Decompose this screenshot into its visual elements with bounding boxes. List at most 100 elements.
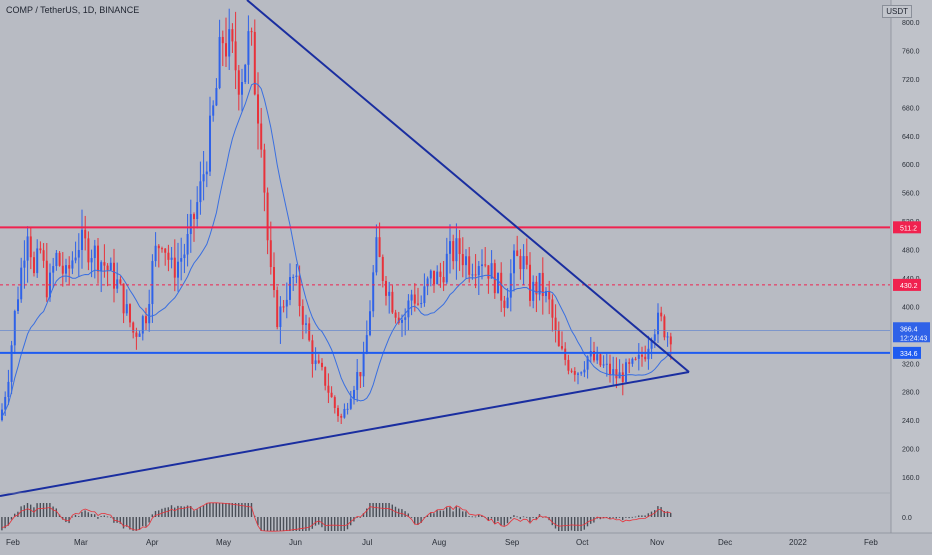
candle-body xyxy=(573,371,576,375)
horizontal-levels xyxy=(0,226,890,354)
histogram-bar xyxy=(4,517,6,529)
candle-body xyxy=(653,334,656,341)
candle-body xyxy=(87,238,90,263)
candle-body xyxy=(231,29,234,42)
histogram-bar xyxy=(14,513,16,517)
histogram-bar xyxy=(286,517,288,531)
time-tick-label: 2022 xyxy=(789,538,807,547)
candle-body xyxy=(445,253,448,283)
histogram-bar xyxy=(442,510,445,517)
histogram-bar xyxy=(202,505,205,517)
ascending-trendline[interactable] xyxy=(0,371,690,497)
candle-body xyxy=(1,409,3,421)
histogram-bar xyxy=(513,515,515,517)
candle-body xyxy=(269,240,272,268)
candle-body xyxy=(471,274,474,276)
descending-trendline[interactable] xyxy=(246,0,690,373)
histogram-bar xyxy=(23,505,25,517)
histogram-bar xyxy=(503,517,505,526)
histogram-bar xyxy=(545,516,547,518)
candle-body xyxy=(506,297,509,308)
histogram-bar xyxy=(561,517,563,531)
candle-body xyxy=(202,174,205,182)
histogram-bar xyxy=(36,503,38,517)
candle-body xyxy=(356,372,359,390)
histogram-bar xyxy=(497,517,499,521)
candle-body xyxy=(439,271,442,277)
histogram-bar xyxy=(151,514,153,517)
histogram-bar xyxy=(289,517,291,531)
histogram-bar xyxy=(455,506,457,517)
histogram-bar xyxy=(135,517,137,531)
countdown-badge: 12:24:43 xyxy=(900,335,927,342)
time-tick-label: Apr xyxy=(146,538,159,547)
candle-body xyxy=(583,369,586,373)
histogram-bar xyxy=(94,514,96,517)
time-tick-label: Sep xyxy=(505,538,520,547)
candle-body xyxy=(497,272,499,294)
candle-body xyxy=(625,362,627,382)
candle-body xyxy=(161,248,163,250)
candle-body xyxy=(340,416,343,418)
time-tick-label: Jul xyxy=(362,538,372,547)
histogram-bar xyxy=(657,506,659,517)
candle-body xyxy=(362,353,365,377)
histogram-bar xyxy=(526,516,528,518)
candle-body xyxy=(276,290,279,328)
candle-body xyxy=(164,248,167,253)
histogram-bar xyxy=(471,516,473,518)
candle-body xyxy=(596,354,599,361)
candle-body xyxy=(90,258,93,263)
candle-body xyxy=(221,36,224,44)
candle-body xyxy=(84,229,87,239)
candle-body xyxy=(74,257,77,261)
histogram-bar xyxy=(119,517,121,524)
histogram-bar xyxy=(110,516,112,518)
histogram-bar xyxy=(154,510,157,517)
candle-body xyxy=(199,181,202,203)
histogram-bar xyxy=(596,517,598,519)
candle-body xyxy=(314,360,317,364)
histogram-bar xyxy=(465,511,467,517)
histogram-bar xyxy=(446,507,448,517)
histogram-bar xyxy=(474,516,477,518)
candle-body xyxy=(215,88,218,106)
candle-body xyxy=(77,249,80,258)
histogram-bar xyxy=(494,517,496,524)
histogram-bar xyxy=(650,511,653,517)
candle-body xyxy=(148,304,151,324)
candle-body xyxy=(634,358,637,360)
candle-body xyxy=(509,273,512,298)
candle-body xyxy=(10,345,13,382)
histogram-bar xyxy=(17,511,19,517)
candle-body xyxy=(292,276,295,278)
time-axis: Feb Mar Apr May Jun Jul Aug Sep Oct Nov Dec 2022 Feb xyxy=(0,532,932,547)
histogram-bar xyxy=(266,517,269,531)
candle-body xyxy=(378,237,381,257)
resistance-badge: 511.2 xyxy=(900,225,917,232)
candle-body xyxy=(330,392,333,398)
histogram-bar xyxy=(215,503,217,517)
candle-body xyxy=(109,262,112,271)
candle-body xyxy=(20,267,23,300)
histogram-bar xyxy=(81,511,83,517)
signal-line xyxy=(1,502,671,532)
dashed-level-badge: 430.2 xyxy=(900,283,918,290)
histogram-bar xyxy=(417,517,419,525)
histogram-bar xyxy=(1,517,3,531)
candle-body xyxy=(29,236,32,258)
histogram-bar xyxy=(199,507,201,517)
histogram-bar xyxy=(414,517,416,525)
histogram-bar xyxy=(410,517,413,518)
candle-body xyxy=(279,306,282,328)
price-tick-label: 720.0 xyxy=(902,77,920,84)
histogram-bar xyxy=(343,517,345,531)
histogram-bar xyxy=(74,514,77,517)
candle-body xyxy=(305,323,307,325)
candle-body xyxy=(26,236,29,261)
histogram-bar xyxy=(234,503,237,517)
currency-label[interactable]: USDT xyxy=(882,5,912,18)
histogram-bar xyxy=(369,503,371,517)
